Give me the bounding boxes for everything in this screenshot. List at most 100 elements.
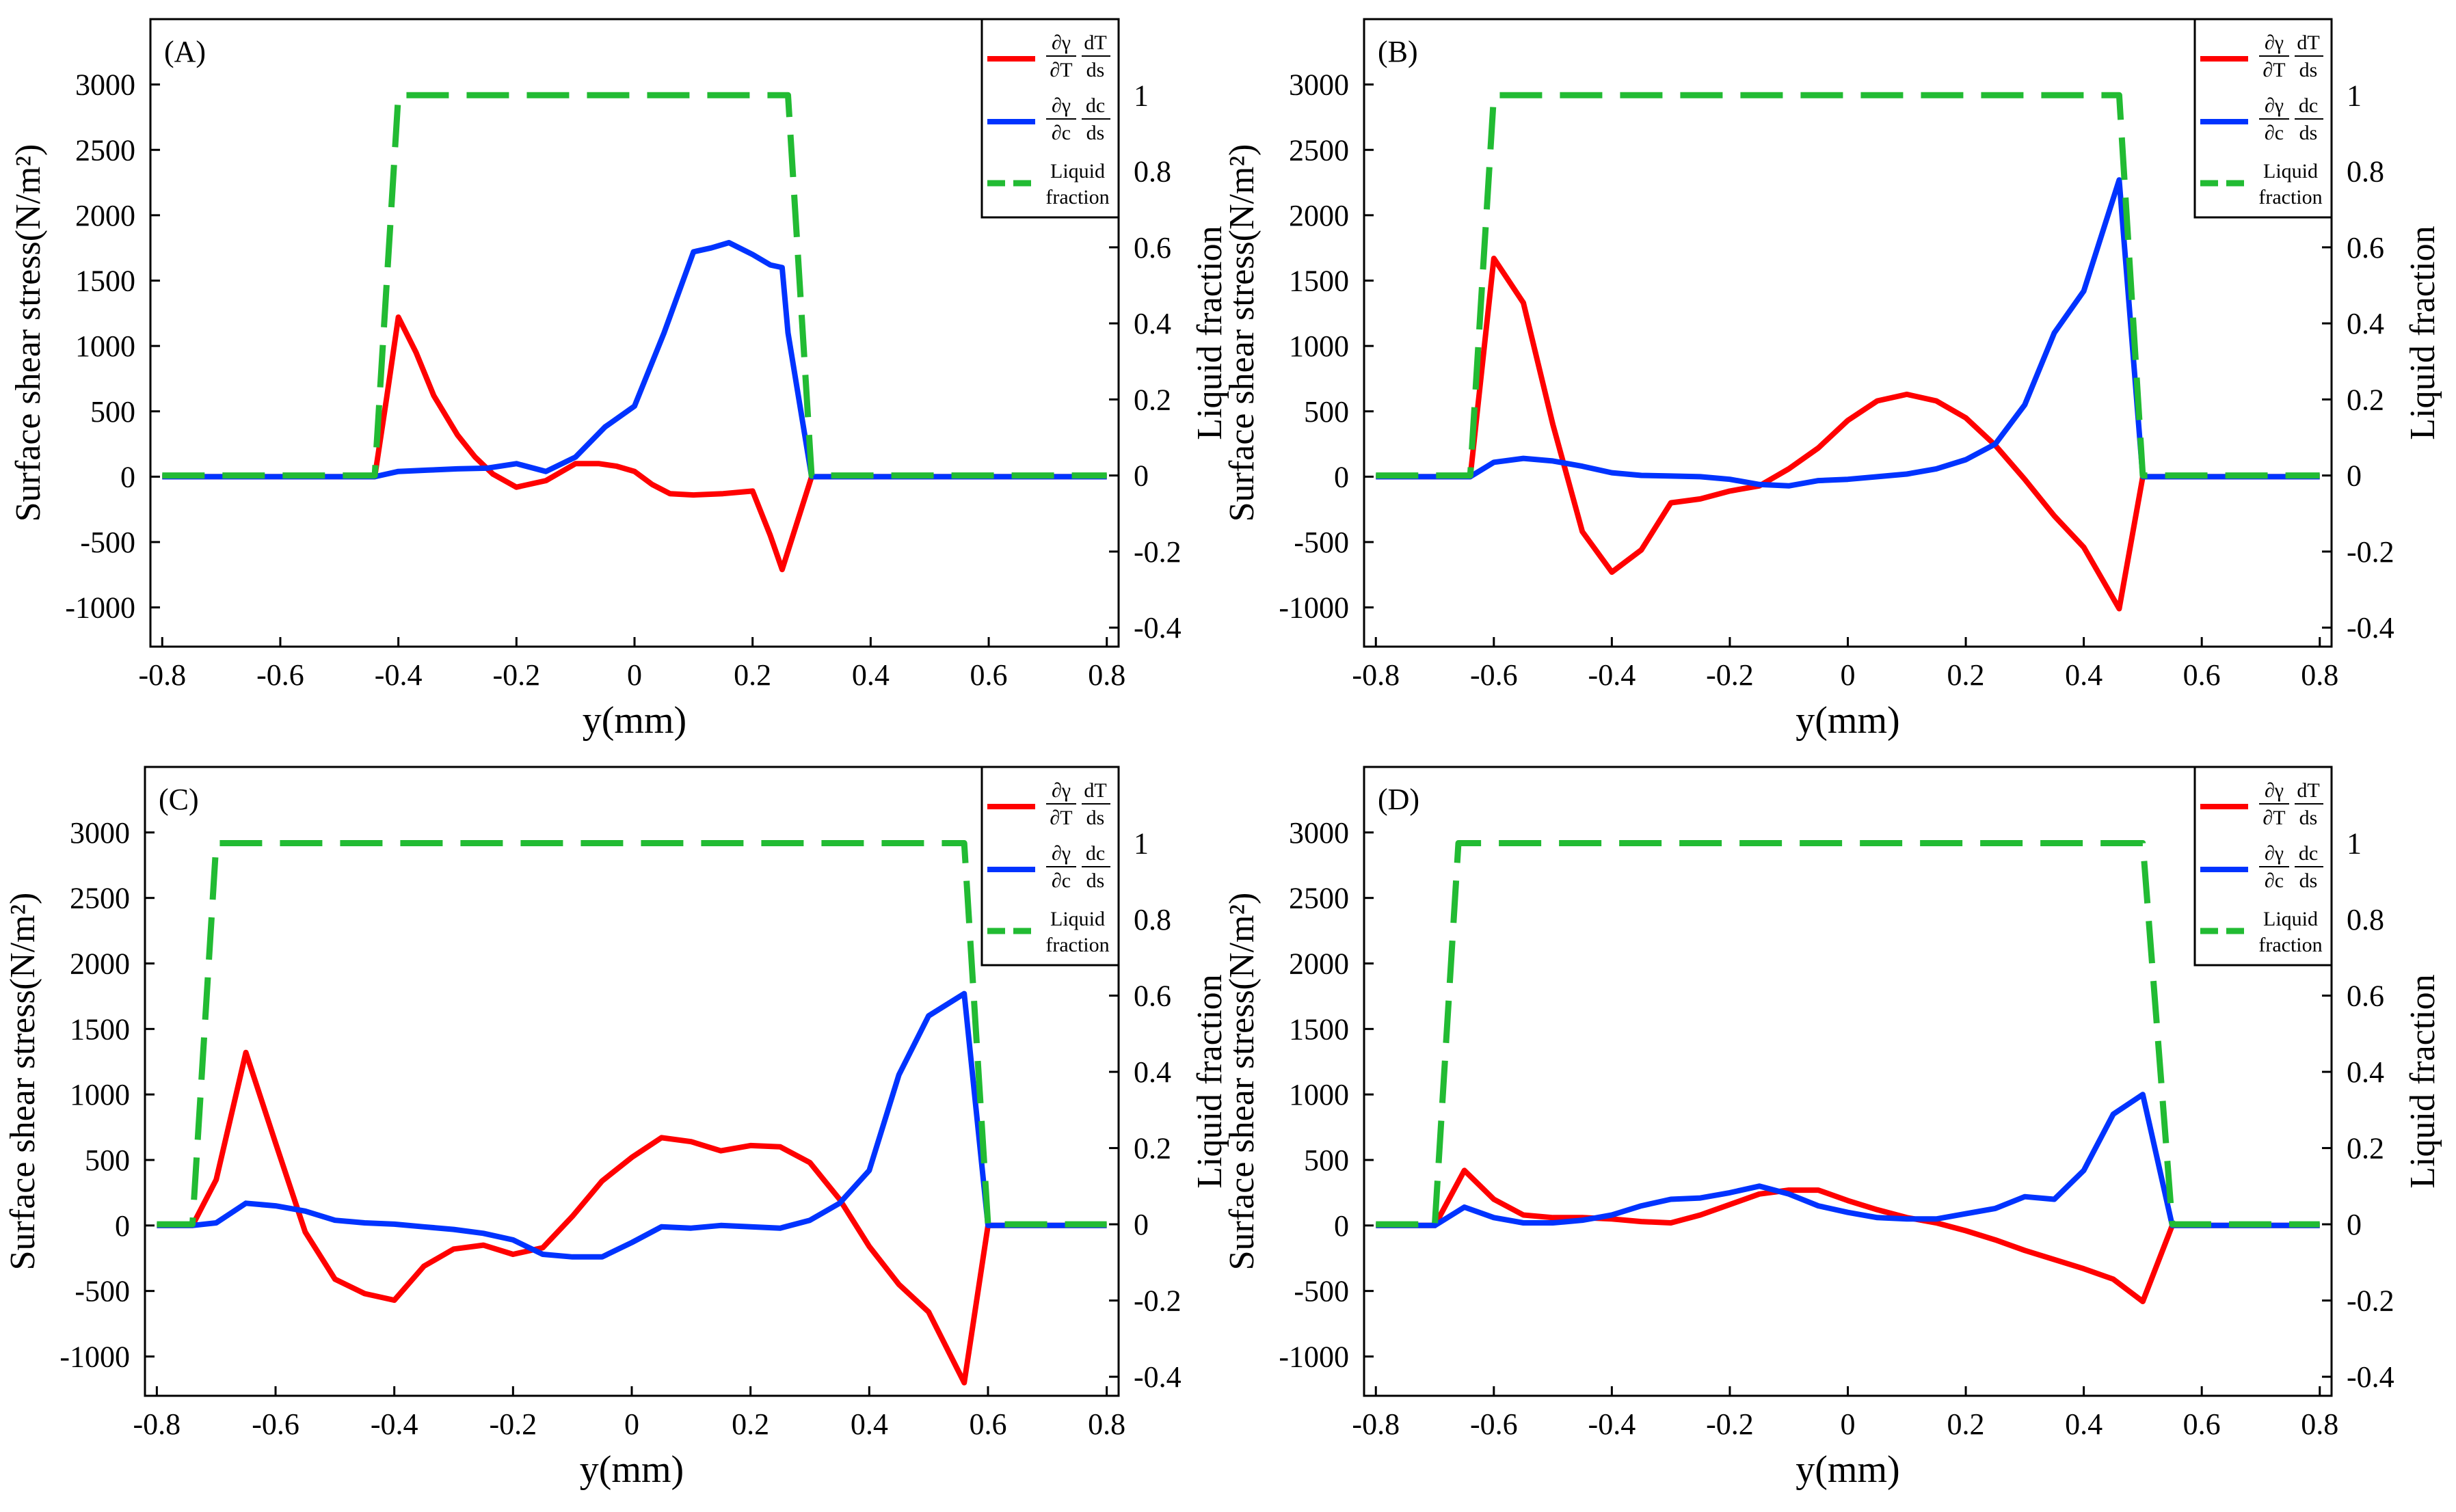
x-tick-label: -0.8 [1352,658,1400,692]
legend: ∂γ dT ∂T ds ∂γ dc ∂c ds Liquid fraction [2193,18,2333,219]
chart-panel-2: -0.8 -0.6 -0.4 -0.2 0 0.2 0.4 0.6 0.8 3000 2500 200… [1223,18,2442,742]
legend-thermal-den-right: ds [2299,807,2318,829]
y-tick-label: -500 [1294,1275,1349,1308]
y2-tick-label: 0.2 [2347,1132,2384,1165]
y-tick-label: 0 [1334,460,1349,494]
x-tick-label: 0.4 [2065,1407,2103,1441]
y-tick-label: 1000 [70,1078,130,1111]
y-tick-label: 1500 [1289,1012,1349,1046]
legend-thermal-den-left: ∂T [2263,807,2285,829]
legend-solutal-num-right: dc [1086,94,1105,117]
y-tick-label: 3000 [75,68,135,102]
legend-liquid-line1: Liquid [1050,160,1105,183]
x-tick-label: -0.2 [490,1407,537,1441]
series-line-liquid [157,840,1107,1228]
y-tick-label: -500 [75,1275,130,1308]
y2-tick-label: -0.4 [1134,611,1182,645]
legend-liquid-line2: fraction [2258,934,2322,956]
series-line-solutal [1376,1092,2320,1228]
legend-solutal-num-right: dc [2299,94,2318,117]
legend-solutal-den-right: ds [2299,122,2318,144]
series-line-solutal [1376,177,2320,489]
x-tick-label: 0.6 [2183,1407,2221,1441]
y-tick-label: 0 [115,1209,130,1243]
y2-tick-label: 0.4 [2347,307,2384,340]
legend-solutal-den-left: ∂c [2265,869,2284,892]
x-tick-label: -0.8 [138,658,186,692]
x-tick-label: 0.6 [2183,658,2221,692]
legend-solutal-num-left: ∂γ [1052,94,1071,117]
y-tick-label: -1000 [1279,591,1349,625]
legend-thermal-num-left: ∂γ [1052,779,1071,802]
y2-tick-label: 0.4 [1134,307,1171,340]
x-axis-label: y(mm) [583,699,686,742]
y2-tick-label: 0.4 [1134,1055,1171,1089]
series-line-thermal [1376,1167,2320,1304]
legend: ∂γ dT ∂T ds ∂γ dc ∂c ds Liquid fraction [2193,766,2333,967]
x-tick-label: 0.8 [1088,658,1125,692]
series-line-thermal [162,314,1107,573]
y2-tick-label: 0.8 [2347,155,2384,189]
y2-tick-label: 0.2 [2347,383,2384,416]
y2-tick-label: 0.6 [2347,231,2384,265]
y-axis-label: Surface shear stress(N/m²) [3,893,42,1271]
series-line-thermal [1376,256,2320,612]
y2-tick-label: 0.2 [1134,383,1171,416]
legend-solutal-den-left: ∂c [1052,122,1071,144]
series-line-liquid [1376,92,2320,479]
legend-thermal-den-right: ds [1086,59,1105,81]
y-tick-label: 2500 [70,882,130,915]
x-tick-label: -0.4 [375,658,423,692]
y2-tick-label: 0.8 [2347,903,2384,936]
y-axis-label: Surface shear stress(N/m²) [1223,144,1262,522]
x-tick-label: -0.4 [371,1407,418,1441]
legend-liquid-line1: Liquid [2263,160,2318,183]
series-line-thermal [157,1049,1107,1386]
plot-frame [149,18,1120,648]
legend-liquid-line2: fraction [1045,186,1109,208]
y-axis-label: Surface shear stress(N/m²) [1223,893,1262,1271]
y-tick-label: 1000 [1289,1078,1349,1111]
series-line-solutal [157,990,1107,1260]
y2-tick-label: -0.4 [2347,611,2394,645]
y-tick-label: 3000 [1289,68,1349,102]
legend-solutal-den-left: ∂c [2265,122,2284,144]
x-tick-label: -0.6 [1470,1407,1518,1441]
y2-axis-label: Liquid fraction [1190,974,1229,1188]
legend-thermal-den-right: ds [1086,807,1105,829]
legend-solutal-den-right: ds [1086,869,1105,892]
x-tick-label: 0.6 [970,658,1008,692]
y-tick-label: 500 [1304,395,1349,429]
y-tick-label: -1000 [65,591,135,625]
y2-tick-label: 0.6 [1134,980,1171,1013]
legend-liquid-line2: fraction [1045,934,1109,956]
x-tick-label: 0 [1841,1407,1856,1441]
y-tick-label: 2000 [1289,947,1349,981]
y-tick-label: -1000 [59,1340,130,1374]
y2-tick-label: 0.2 [1134,1132,1171,1165]
legend: ∂γ dT ∂T ds ∂γ dc ∂c ds Liquid fraction [980,766,1120,967]
y-tick-label: 1500 [70,1012,130,1046]
legend-solutal-den-right: ds [1086,122,1105,144]
y-tick-label: 2500 [1289,882,1349,915]
panel-label: (D) [1378,783,1419,816]
x-tick-label: -0.8 [1352,1407,1400,1441]
x-tick-label: -0.4 [1588,1407,1636,1441]
series-line-liquid [162,92,1107,479]
y-tick-label: 3000 [70,816,130,850]
x-tick-label: -0.6 [256,658,304,692]
legend-solutal-num-left: ∂γ [2265,842,2284,865]
legend-liquid-line2: fraction [2258,186,2322,208]
plot-frame [1363,766,2333,1397]
y2-tick-label: 0.8 [1134,155,1171,189]
legend-thermal-num-left: ∂γ [2265,779,2284,802]
y-tick-label: 0 [120,460,135,494]
y-tick-label: 1000 [75,329,135,363]
y-tick-label: 2000 [75,199,135,232]
y-tick-label: 500 [90,395,135,429]
legend-thermal-num-right: dT [2297,779,2319,802]
x-tick-label: 0.8 [2301,658,2338,692]
y-tick-label: 1500 [1289,265,1349,298]
y-tick-label: 500 [1304,1144,1349,1177]
